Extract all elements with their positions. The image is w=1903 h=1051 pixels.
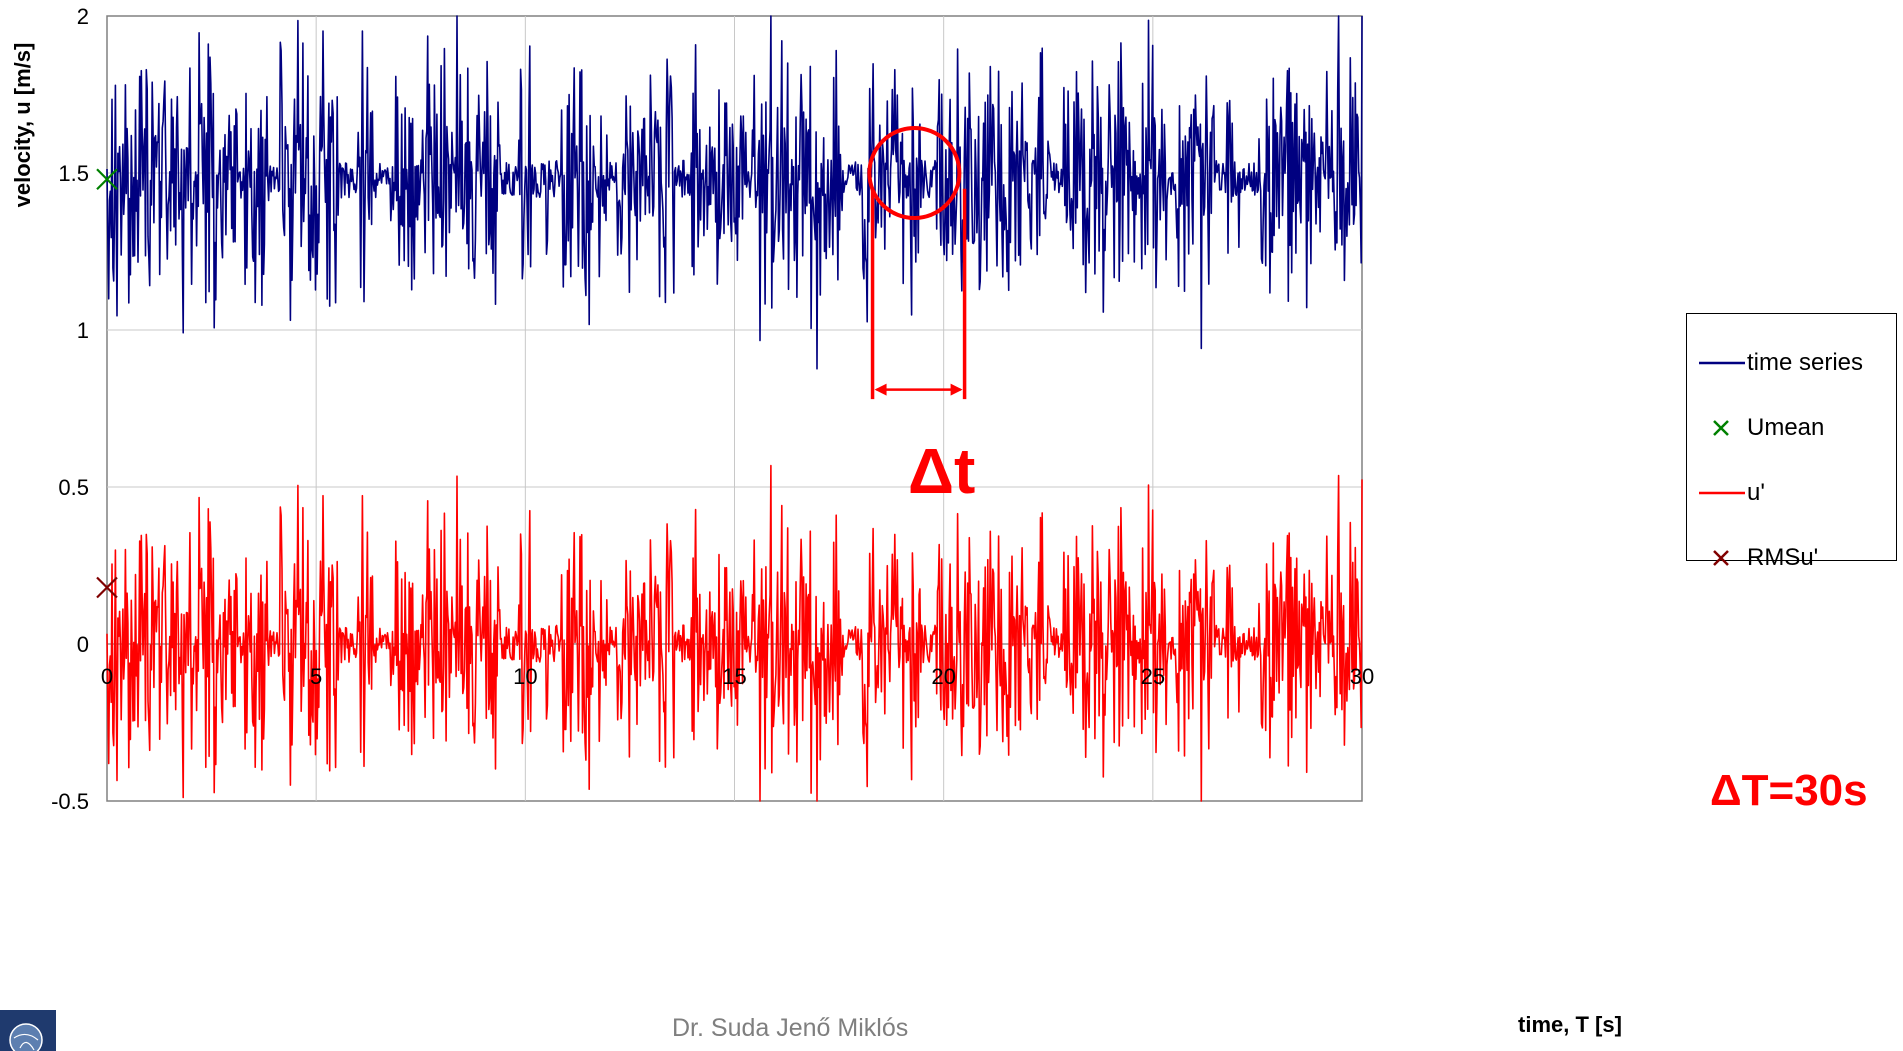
tick-labels: 0 5 10 15 20 25 30 -0.5 0 0.5 1 1.5 2	[51, 4, 1374, 814]
highlight-circle	[867, 126, 962, 220]
legend-swatch-umean	[1713, 420, 1729, 436]
y-tick-label: 2	[77, 4, 89, 29]
y-tick-label: 1.5	[58, 161, 89, 186]
x-tick-label: 10	[513, 664, 537, 689]
series-layer	[96, 15, 1363, 802]
legend-swatch-time-series	[1699, 361, 1745, 365]
y-tick-label: 1	[77, 318, 89, 343]
y-tick-label: 0.5	[58, 475, 89, 500]
delta-t-label: Δt	[908, 435, 976, 507]
legend-label: RMSu'	[1747, 544, 1819, 571]
legend-item-u-prime: u'	[1687, 478, 1765, 508]
legend: time series Umean u' RMSu'	[1686, 313, 1897, 571]
legend-item-umean: Umean	[1687, 413, 1824, 443]
x-tick-label: 15	[722, 664, 746, 689]
y-tick-label: 0	[77, 632, 89, 657]
globe-logo-icon	[0, 1010, 56, 1051]
legend-label: time series	[1747, 349, 1864, 376]
annotations	[867, 126, 967, 400]
x-tick-label: 20	[931, 664, 955, 689]
x-axis-title: time, T [s]	[1518, 1012, 1622, 1037]
legend-item-time-series: time series	[1687, 348, 1863, 378]
legend-item-rmsu: RMSu'	[1687, 543, 1818, 573]
legend-swatch-rmsu	[1713, 550, 1729, 566]
legend-label: u'	[1747, 479, 1765, 506]
x-tick-label: 30	[1350, 664, 1374, 689]
series-line-u-	[106, 464, 1363, 802]
y-axis-title: velocity, u [m/s]	[10, 43, 35, 208]
y-tick-label: -0.5	[51, 789, 89, 814]
legend-label: Umean	[1747, 414, 1825, 441]
x-tick-label: 5	[310, 664, 322, 689]
marker-rmsu-	[96, 576, 118, 599]
series-line-time-series	[106, 15, 1363, 370]
arrow-head-left	[874, 383, 887, 396]
x-tick-label: 25	[1141, 664, 1165, 689]
total-time-label: ΔT=30s	[1710, 766, 1868, 815]
arrow-head-right	[950, 383, 963, 396]
marker-umean	[96, 168, 118, 191]
x-tick-label: 0	[101, 664, 113, 689]
legend-swatch-u-prime	[1699, 491, 1745, 495]
author-footer: Dr. Suda Jenő Miklós	[672, 1014, 909, 1042]
